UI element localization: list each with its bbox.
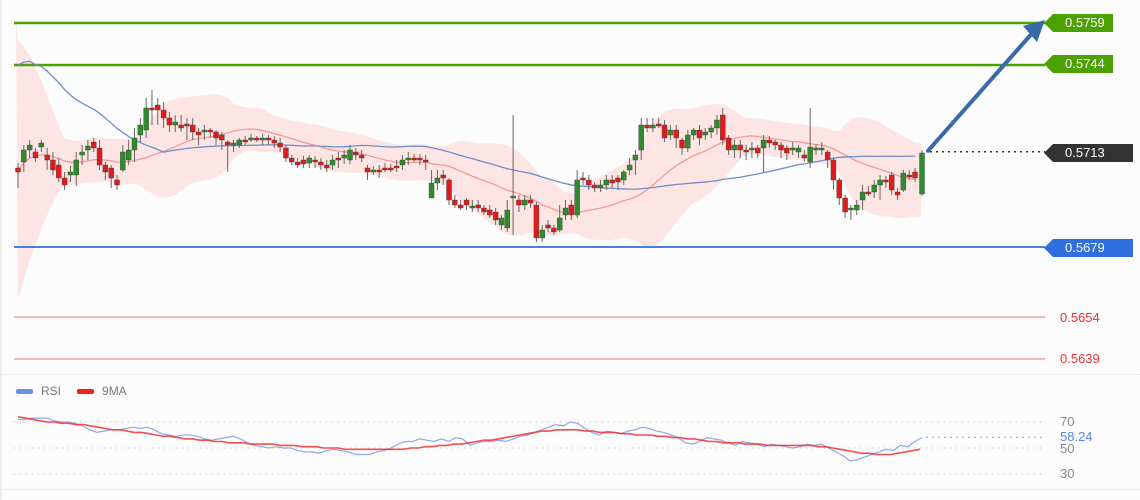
rsi-tick-30: 30 bbox=[1060, 466, 1075, 481]
rsi-swatch-icon bbox=[16, 388, 33, 394]
current-price-tag: 0.5713 bbox=[1044, 144, 1133, 162]
chart-left-border bbox=[0, 0, 2, 500]
rsi-legend: RSI 9MA bbox=[16, 384, 143, 398]
panel-divider bbox=[0, 374, 1140, 375]
legend-item-rsi: RSI bbox=[16, 384, 61, 398]
support-2-label: 0.5639 bbox=[1060, 351, 1100, 366]
resistance-1-tag: 0.5744 bbox=[1044, 55, 1113, 73]
rsi-tick-70: 70 bbox=[1060, 414, 1075, 429]
ma-swatch-icon bbox=[77, 388, 95, 394]
pivot-label: 0.5679 bbox=[1065, 240, 1105, 255]
rsi-current-value: 58.24 bbox=[1060, 429, 1093, 444]
resistance-2-label: 0.5759 bbox=[1065, 15, 1105, 30]
legend-ma-label: 9MA bbox=[102, 384, 127, 398]
legend-item-ma: 9MA bbox=[77, 384, 127, 398]
support-1-label: 0.5654 bbox=[1060, 310, 1100, 325]
resistance-1-label: 0.5744 bbox=[1065, 56, 1105, 71]
current-price-label: 0.5713 bbox=[1065, 145, 1105, 160]
bottom-border bbox=[0, 489, 1140, 490]
legend-rsi-label: RSI bbox=[41, 384, 62, 398]
rsi-tick-50: 50 bbox=[1060, 441, 1075, 456]
resistance-2-tag: 0.5759 bbox=[1044, 14, 1113, 32]
price-panel bbox=[14, 20, 1045, 360]
pivot-tag: 0.5679 bbox=[1044, 239, 1133, 257]
